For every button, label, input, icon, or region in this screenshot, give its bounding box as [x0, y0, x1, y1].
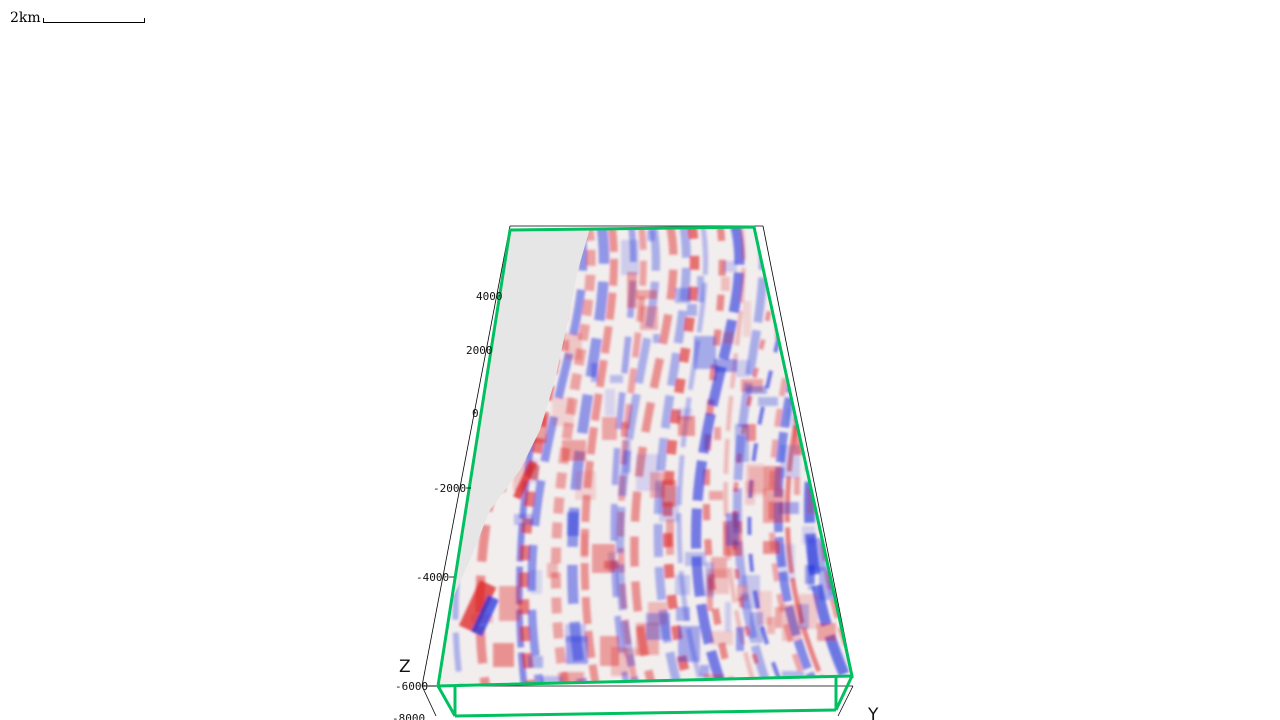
- z-tick-neg8000: -8000: [392, 712, 425, 720]
- z-tick-2000: 2000: [466, 344, 493, 357]
- z-tick-label: -4000: [416, 571, 449, 584]
- z-axis: 4000 2000 0 -2000 -4000 -6000 -8000: [392, 290, 503, 720]
- scale-bar-line: [42, 17, 145, 23]
- z-tick-label: 2000: [466, 344, 493, 357]
- z-tick-label: -2000: [433, 482, 466, 495]
- scale-bar: 2km: [10, 10, 145, 26]
- z-tick-label: -6000: [395, 680, 428, 693]
- slice-outline: [436, 225, 854, 718]
- no-data-region: [438, 228, 590, 686]
- scale-bar-label: 2km: [10, 10, 41, 26]
- z-tick-label: 0: [472, 407, 479, 420]
- z-tick-4000: 4000: [476, 290, 503, 303]
- z-tick-neg6000: -6000: [395, 680, 436, 693]
- z-tick-label: -8000: [392, 712, 425, 720]
- z-axis-label: Z: [399, 657, 411, 677]
- z-tick-0: 0: [472, 407, 479, 420]
- z-tick-neg2000: -2000: [433, 482, 471, 495]
- z-tick-neg4000: -4000: [416, 571, 454, 584]
- z-tick-label: 4000: [476, 290, 503, 303]
- y-axis-label: Y: [867, 705, 879, 720]
